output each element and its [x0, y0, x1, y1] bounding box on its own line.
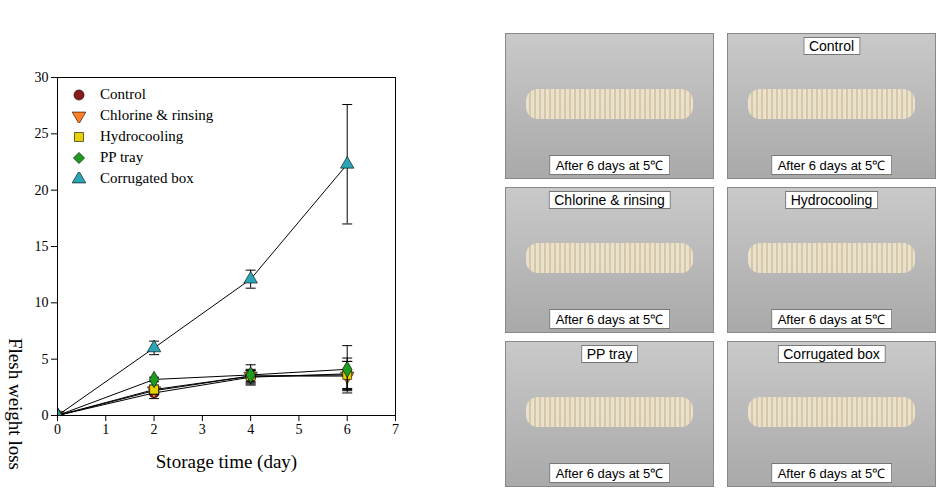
html-text:PP tray: PP tray	[100, 149, 144, 165]
html-text:Chlorine & rinsing: Chlorine & rinsing	[100, 107, 214, 123]
html-text:Control: Control	[808, 38, 855, 54]
html-text:After 6 days at 5℃: After 6 days at 5℃	[555, 312, 664, 327]
html-text:PP tray: PP tray	[586, 346, 633, 362]
html-text:After 6 days at 5℃: After 6 days at 5℃	[555, 158, 664, 173]
svg-text:30: 30	[35, 70, 49, 85]
svg-text:6: 6	[344, 422, 351, 437]
html-text:Corrugated box: Corrugated box	[100, 170, 194, 186]
svg-text:5: 5	[295, 422, 302, 437]
html-text:Flesh weight loss: Flesh weight loss	[5, 338, 26, 470]
html-text:Hydrocooling: Hydrocooling	[790, 192, 873, 208]
html-text:Corrugated box: Corrugated box	[783, 346, 880, 362]
svg-text:Storage time (day): Storage time (day)	[156, 451, 297, 473]
svg-text:0: 0	[42, 408, 49, 423]
html-text:After 6 days at 5℃: After 6 days at 5℃	[777, 158, 886, 173]
html-text:Chlorine & rinsing: Chlorine & rinsing	[554, 192, 665, 208]
html-text:Hydrocooling: Hydrocooling	[100, 128, 184, 144]
svg-text:3: 3	[199, 422, 206, 437]
svg-text:4: 4	[247, 422, 254, 437]
html-text:After 6 days at 5℃: After 6 days at 5℃	[777, 312, 886, 327]
svg-text:20: 20	[35, 183, 49, 198]
svg-text:5: 5	[42, 352, 49, 367]
html-text:Control: Control	[100, 86, 146, 102]
svg-text:7: 7	[392, 422, 399, 437]
svg-text:1: 1	[102, 422, 109, 437]
svg-text:25: 25	[35, 126, 49, 141]
svg-text:10: 10	[35, 295, 49, 310]
svg-text:15: 15	[35, 239, 49, 254]
html-text:After 6 days at 5℃: After 6 days at 5℃	[777, 466, 886, 481]
html-text:After 6 days at 5℃: After 6 days at 5℃	[555, 466, 664, 481]
svg-text:0: 0	[54, 422, 61, 437]
svg-text:2: 2	[151, 422, 158, 437]
